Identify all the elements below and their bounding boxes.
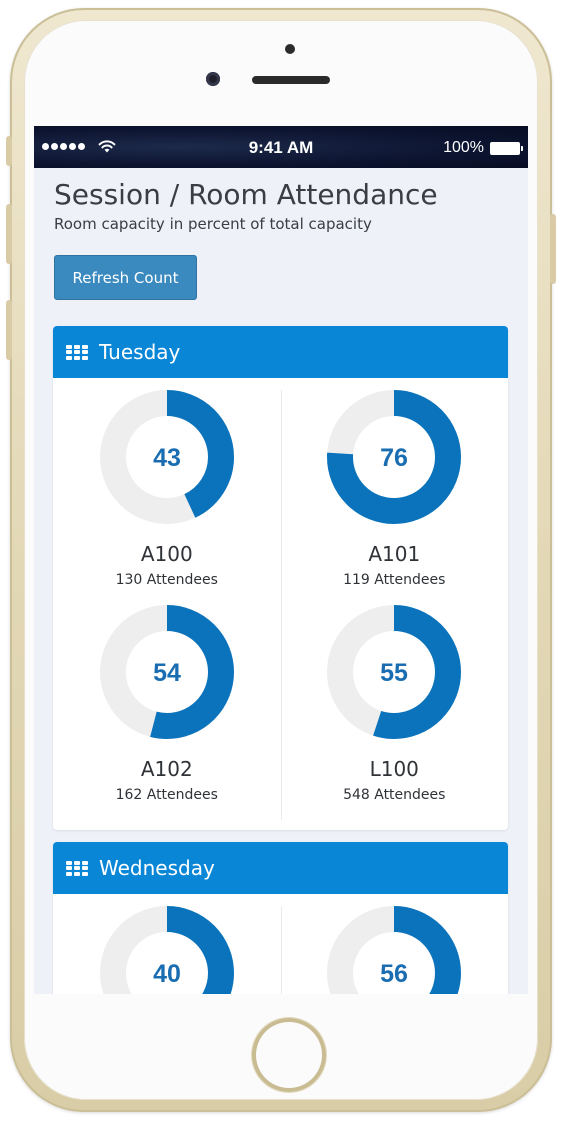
capacity-percent: 40: [153, 960, 181, 988]
capacity-donut: 55: [327, 605, 462, 739]
proximity-sensor: [285, 44, 295, 54]
grid-icon: [66, 860, 88, 876]
power-button: [550, 214, 556, 284]
capacity-percent: 55: [380, 659, 408, 687]
capacity-percent: 76: [380, 444, 408, 472]
earpiece-speaker: [252, 76, 330, 84]
room-attendees: 162 Attendees: [115, 787, 218, 803]
volume-down-button: [6, 300, 12, 360]
room-attendees: 548 Attendees: [343, 787, 446, 803]
room-card-a100[interactable]: 43 A100 130 Attendees: [53, 390, 281, 605]
capacity-percent: 43: [153, 444, 181, 472]
battery-icon: [490, 142, 523, 155]
room-card-a101[interactable]: 76 A101 119 Attendees: [281, 390, 509, 605]
capacity-percent: 56: [380, 960, 408, 988]
room-attendees: 119 Attendees: [343, 572, 446, 588]
front-camera: [206, 72, 220, 86]
day-title: Wednesday: [99, 856, 215, 880]
room-grid: 40 56: [53, 894, 508, 994]
volume-up-button: [6, 204, 12, 264]
room-name: A101: [368, 542, 421, 566]
capacity-donut: 76: [327, 390, 462, 524]
grid-icon: [66, 344, 88, 360]
room-card[interactable]: 56: [281, 906, 509, 994]
app-screen: 9:41 AM 100% Session / Room Attendance R…: [34, 126, 528, 994]
home-button[interactable]: [252, 1018, 326, 1092]
capacity-donut: 40: [99, 906, 234, 994]
day-panel-tuesday: Tuesday 43 A100 130 Attendees: [53, 326, 508, 830]
page-content: Session / Room Attendance Room capacity …: [34, 168, 528, 994]
day-header: Wednesday: [53, 842, 508, 894]
room-card-a102[interactable]: 54 A102 162 Attendees: [53, 605, 281, 820]
day-title: Tuesday: [99, 340, 181, 364]
room-name: A100: [140, 542, 193, 566]
capacity-donut: 43: [99, 390, 234, 524]
status-time: 9:41 AM: [248, 138, 314, 157]
room-attendees: 130 Attendees: [115, 572, 218, 588]
wifi-icon: [98, 140, 116, 153]
room-card-l100[interactable]: 55 L100 548 Attendees: [281, 605, 509, 820]
capacity-percent: 54: [153, 659, 181, 687]
day-panel-wednesday: Wednesday 40 56: [53, 842, 508, 994]
page-title: Session / Room Attendance: [54, 178, 438, 211]
capacity-donut: 56: [327, 906, 462, 994]
room-card[interactable]: 40: [53, 906, 281, 994]
room-grid: 43 A100 130 Attendees 76 A101 119 Attend…: [53, 378, 508, 830]
signal-strength-icon: [42, 143, 85, 150]
battery-percent: 100%: [443, 139, 484, 156]
room-name: L100: [369, 757, 419, 781]
capacity-donut: 54: [99, 605, 234, 739]
status-bar: 9:41 AM 100%: [34, 126, 528, 168]
page-subtitle: Room capacity in percent of total capaci…: [54, 215, 372, 233]
day-header: Tuesday: [53, 326, 508, 378]
room-name: A102: [140, 757, 193, 781]
mute-switch: [6, 136, 12, 166]
refresh-count-button[interactable]: Refresh Count: [54, 255, 197, 300]
